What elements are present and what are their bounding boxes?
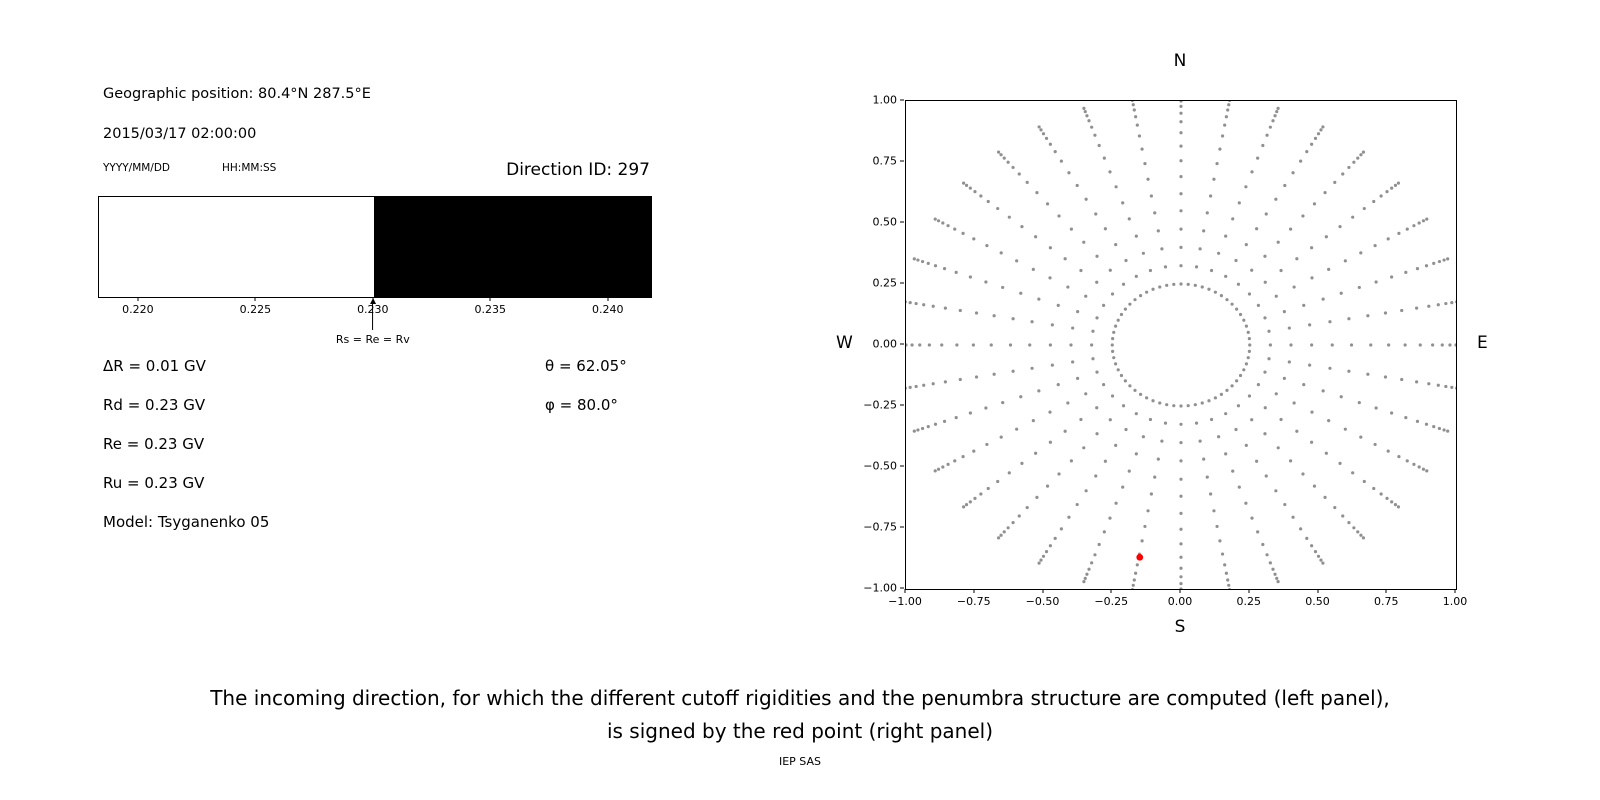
model-label: Model: Tsyganenko 05 [103, 513, 270, 531]
date-format-label: YYYY/MM/DD [103, 162, 171, 174]
tick-label: 0.240 [591, 303, 624, 316]
compass-south-label: S [1174, 617, 1186, 637]
tick-label: −0.50 [1025, 595, 1060, 608]
delta-r-value: ΔR = 0.01 GV [103, 357, 206, 375]
arrow-shaft [372, 304, 374, 330]
tick-label: 0.00 [872, 337, 898, 351]
tick-mark [607, 297, 609, 301]
caption-line-2: is signed by the red point (right panel) [606, 719, 994, 743]
datetime-text: 2015/03/17 02:00:00 [103, 126, 257, 142]
credit-label: IEP SAS [778, 755, 822, 768]
tick-label: −0.50 [863, 459, 897, 473]
tick-label: −0.25 [1094, 595, 1129, 608]
tick-label: 0.00 [1167, 595, 1193, 608]
tick-label: 0.225 [239, 303, 272, 316]
tick-mark [900, 465, 904, 467]
tick-label: 0.235 [474, 303, 507, 316]
rd-value: Rd = 0.23 GV [103, 396, 206, 414]
direction-scatter-svg [906, 101, 1456, 589]
cutoff-arrow-label: Rs = Re = Rv [335, 333, 410, 346]
time-format-label: HH:MM:SS [222, 162, 277, 174]
tick-label: −1.00 [888, 595, 922, 608]
scatter-dots [906, 101, 1456, 589]
caption-line-1: The incoming direction, for which the di… [210, 686, 1390, 710]
direction-id-title: Direction ID: 297 [506, 160, 650, 180]
tick-mark [900, 160, 904, 162]
compass-east-label: E [1477, 333, 1488, 353]
tick-mark [900, 404, 904, 406]
tick-mark [900, 587, 904, 589]
tick-label: 0.25 [1236, 595, 1262, 608]
tick-mark [489, 297, 491, 301]
tick-mark [254, 297, 256, 301]
cutoff-arrow: Rs = Re = Rv [336, 298, 410, 346]
tick-label: 0.50 [872, 215, 898, 229]
tick-label: 1.00 [872, 93, 898, 107]
geographic-position-text: Geographic position: 80.4°N 287.5°E [103, 86, 371, 102]
penumbra-bar [98, 196, 652, 298]
direction-plot [905, 100, 1457, 590]
tick-mark [137, 297, 139, 301]
tick-label: −0.75 [956, 595, 991, 608]
tick-label: −1.00 [863, 581, 897, 595]
angle-info-block: θ = 62.05° φ = 80.0° [545, 357, 627, 435]
selected-direction-point [1136, 553, 1144, 561]
tick-mark [900, 99, 904, 101]
tick-label: −0.25 [863, 398, 897, 412]
tick-label: 0.25 [872, 276, 898, 290]
tick-label: 1.00 [1442, 595, 1468, 608]
tick-label: 0.50 [1305, 595, 1330, 608]
phi-value: φ = 80.0° [545, 396, 618, 414]
arrow-up-icon [369, 298, 376, 304]
compass-west-label: W [836, 333, 853, 353]
ru-value: Ru = 0.23 GV [103, 474, 205, 492]
penumbra-segment [373, 197, 651, 297]
tick-mark [900, 343, 904, 345]
tick-label: −0.75 [863, 520, 897, 534]
re-value: Re = 0.23 GV [103, 435, 205, 453]
penumbra-segment [99, 197, 374, 297]
theta-value: θ = 62.05° [545, 357, 627, 375]
tick-label: 0.75 [872, 154, 898, 168]
tick-mark [900, 282, 904, 284]
compass-north-label: N [1173, 51, 1187, 71]
tick-mark [900, 221, 904, 223]
tick-label: 0.220 [122, 303, 154, 316]
tick-label: 0.75 [1374, 595, 1399, 608]
tick-mark [900, 526, 904, 528]
rigidity-info-block: ΔR = 0.01 GV Rd = 0.23 GV Re = 0.23 GV R… [103, 357, 269, 552]
